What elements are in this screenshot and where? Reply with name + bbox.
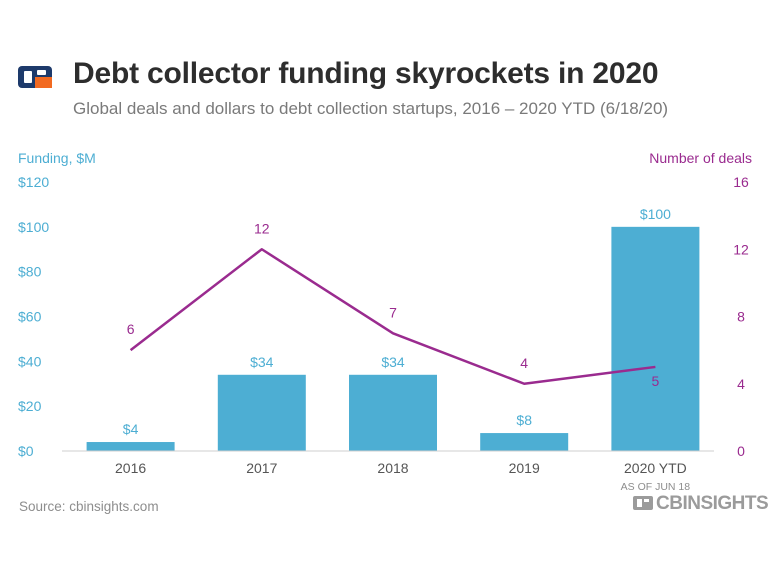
source-note: Source: cbinsights.com bbox=[19, 499, 159, 514]
left-axis-tick: $0 bbox=[18, 443, 34, 459]
left-axis-tick: $100 bbox=[18, 219, 49, 235]
left-axis-tick: $120 bbox=[18, 174, 49, 190]
x-axis-tick-note: AS OF JUN 18 bbox=[621, 481, 691, 493]
funding-bar bbox=[480, 433, 569, 451]
deals-point-label: 12 bbox=[254, 220, 270, 236]
right-axis-tick: 16 bbox=[733, 174, 749, 190]
right-axis-title: Number of deals bbox=[649, 150, 752, 166]
right-axis-tick: 0 bbox=[737, 443, 745, 459]
funding-bar bbox=[217, 374, 306, 451]
left-axis-tick: $20 bbox=[18, 398, 42, 414]
funding-bar bbox=[349, 374, 437, 451]
x-axis-tick: 2020 YTD bbox=[624, 460, 687, 476]
funding-bar-label: $8 bbox=[516, 412, 532, 428]
funding-bar-label: $100 bbox=[640, 206, 671, 222]
funding-bar-label: $34 bbox=[381, 354, 405, 370]
x-axis-tick: 2018 bbox=[377, 460, 408, 476]
left-axis-tick: $40 bbox=[18, 353, 42, 369]
deals-point-label: 5 bbox=[652, 373, 660, 389]
deals-point-label: 6 bbox=[127, 321, 135, 337]
x-axis-tick: 2017 bbox=[246, 460, 277, 476]
funding-bar bbox=[86, 442, 175, 451]
deals-point-label: 7 bbox=[389, 304, 397, 320]
x-axis-tick: 2019 bbox=[509, 460, 540, 476]
left-axis-tick: $80 bbox=[18, 264, 42, 280]
chart-subtitle: Global deals and dollars to debt collect… bbox=[73, 99, 669, 118]
funding-bar-label: $34 bbox=[250, 354, 274, 370]
right-axis-tick: 8 bbox=[737, 309, 745, 325]
chart-title: Debt collector funding skyrockets in 202… bbox=[73, 57, 659, 90]
deals-line bbox=[129, 248, 656, 385]
cbinsights-brand: CBINSIGHTS bbox=[633, 493, 768, 515]
left-axis-title: Funding, $M bbox=[18, 150, 96, 166]
brand-mark-icon bbox=[633, 496, 653, 510]
left-axis-tick: $60 bbox=[18, 309, 42, 325]
cb-logo-icon bbox=[18, 66, 52, 88]
right-axis-tick: 4 bbox=[737, 376, 745, 392]
x-axis-tick: 2016 bbox=[115, 460, 146, 476]
funding-bar bbox=[611, 226, 700, 451]
brand-text: CBINSIGHTS bbox=[656, 493, 768, 514]
deals-point-label: 4 bbox=[520, 355, 528, 371]
right-axis-tick: 12 bbox=[733, 241, 749, 257]
funding-bar-label: $4 bbox=[123, 421, 139, 437]
